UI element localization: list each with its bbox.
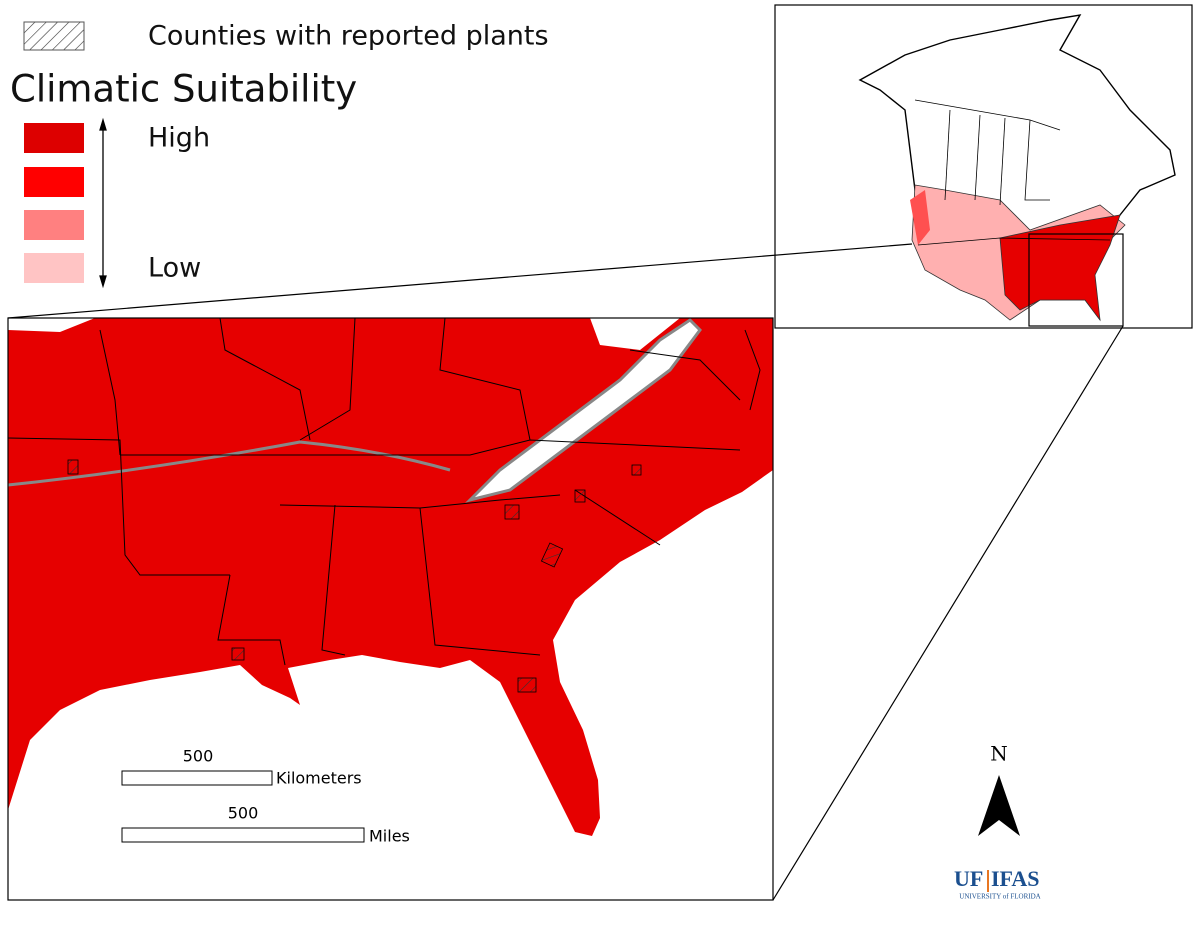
mi-unit: Miles (369, 827, 410, 846)
north-arrow (978, 775, 1020, 836)
km-value: 500 (183, 747, 214, 766)
gradient-arrow (99, 117, 107, 289)
legend-high: High (148, 123, 210, 154)
swatch (24, 210, 84, 240)
swatch (24, 253, 84, 283)
swatch (24, 123, 84, 153)
mi-bar (121, 827, 365, 843)
logo-uf: UF (954, 866, 983, 891)
km-bar (121, 770, 273, 786)
inset-map (774, 4, 1193, 329)
north-label: N (990, 742, 1008, 766)
km-unit: Kilometers (276, 769, 362, 788)
mi-value: 500 (228, 804, 259, 823)
hatch-label: Counties with reported plants (148, 21, 549, 52)
swatch (24, 167, 84, 197)
main-map (7, 317, 774, 901)
legend-title: Climatic Suitability (10, 68, 357, 111)
logo-sub: UNIVERSITY of FLORIDA (959, 893, 1040, 901)
logo-ifas: IFAS (991, 866, 1040, 891)
connector-lines (7, 243, 1124, 901)
hatch-swatch (23, 21, 85, 51)
legend-low: Low (148, 253, 201, 284)
